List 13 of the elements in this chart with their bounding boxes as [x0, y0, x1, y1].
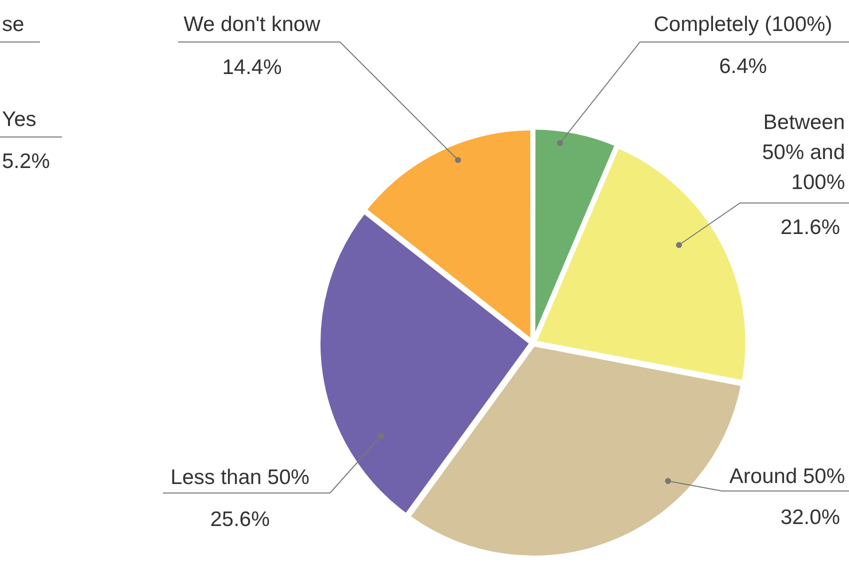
slice-label: We don't know [184, 12, 322, 36]
slice-label: Around 50% [729, 464, 845, 488]
data-label: 6.4% [719, 54, 767, 78]
slice-label: Less than 50% [170, 466, 310, 489]
data-label: 14.4% [222, 56, 282, 79]
data-label: 25.6% [210, 508, 270, 531]
text: Yes [2, 108, 36, 131]
data-label: 21.6% [780, 216, 840, 239]
text: se [2, 12, 24, 36]
data-label: 32.0% [780, 506, 840, 529]
slice-label: Between 50% and 100% [762, 110, 845, 194]
slice-label: Completely (100%) [654, 12, 832, 36]
text: 5.2% [2, 150, 50, 173]
